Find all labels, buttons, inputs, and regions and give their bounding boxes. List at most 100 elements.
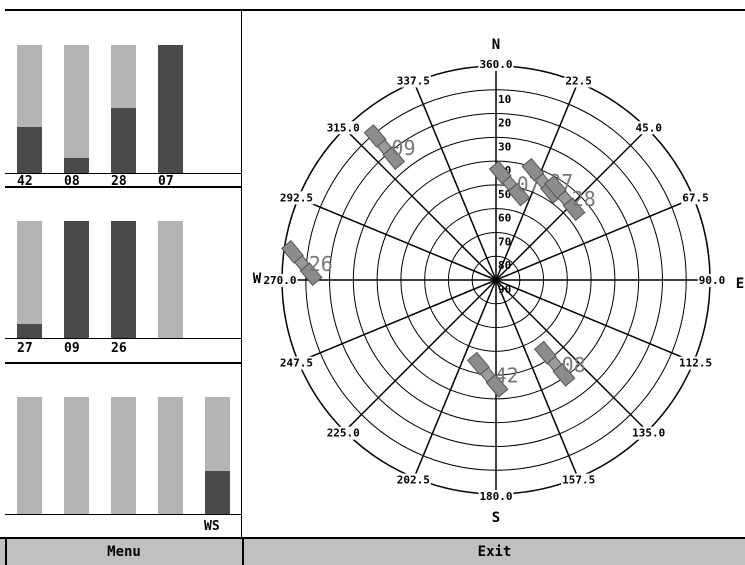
- elevation-label: 70: [498, 235, 511, 248]
- menu-button[interactable]: Menu: [5, 539, 241, 565]
- azimuth-label-bg: [561, 473, 597, 487]
- prn-label: 09: [64, 341, 80, 356]
- bar-background: [111, 397, 136, 514]
- azimuth-label-bg: [478, 58, 514, 71]
- exit-button[interactable]: Exit: [242, 539, 745, 565]
- azimuth-label: 337.5: [397, 74, 430, 87]
- baseline: [5, 514, 241, 515]
- azimuth-label: 157.5: [562, 474, 595, 487]
- signal-bar: [205, 397, 230, 514]
- bar-background: [64, 45, 89, 173]
- top-border: [5, 9, 745, 11]
- sky-labels: 360.0 22.5 45.0 67.5 90.0 112.5 135.0 157.5 180.…: [262, 58, 727, 503]
- azimuth-label-bg: [278, 356, 315, 370]
- satellite-prn-label: 28: [572, 187, 596, 211]
- azimuth-label-bg: [395, 473, 431, 487]
- satellite-prn-label: 42: [495, 364, 519, 388]
- elevation-label: 80: [498, 259, 511, 272]
- sky-grid: [281, 65, 711, 495]
- sky-plot: 360.0 22.5 45.0 67.5 90.0 112.5 135.0 157.5 180.…: [253, 37, 744, 526]
- azimuth-label: 292.5: [280, 191, 313, 204]
- azimuth-spoke: [495, 197, 694, 281]
- azimuth-spoke: [344, 279, 497, 432]
- north-label: N: [492, 37, 500, 53]
- bar-background: [64, 397, 89, 514]
- bar-background: [17, 221, 42, 338]
- signal-bar: [111, 221, 136, 338]
- signal-bar: [158, 397, 183, 514]
- signal-bars-1: [5, 45, 241, 173]
- azimuth-label: 202.5: [397, 474, 430, 487]
- panel-separator: [5, 186, 241, 188]
- bar-fill: [205, 471, 230, 514]
- bar-fill: [64, 158, 89, 173]
- azimuth-spoke: [413, 279, 497, 478]
- satellite-icon: [281, 240, 323, 286]
- signal-bar: [17, 221, 42, 338]
- satellite-icon: [466, 351, 509, 398]
- bar-background: [17, 397, 42, 514]
- signal-panel-2: 27 09 26: [5, 188, 241, 363]
- azimuth-label: 180.0: [479, 490, 512, 503]
- east-label: E: [736, 276, 744, 292]
- bar-fill: [111, 221, 136, 338]
- satellite-icon: [363, 124, 406, 170]
- azimuth-label-bg: [395, 74, 431, 88]
- signal-bar: [158, 221, 183, 338]
- ws-label: WS: [204, 519, 220, 534]
- azimuth-spoke: [495, 279, 648, 432]
- signal-bars-2: [5, 221, 241, 338]
- south-label: S: [492, 510, 500, 526]
- azimuth-label-bg: [631, 426, 667, 440]
- azimuth-label: 22.5: [565, 74, 592, 87]
- azimuth-label-bg: [262, 274, 298, 287]
- satellite-icon: [488, 160, 531, 207]
- azimuth-label-bg: [634, 121, 663, 135]
- bar-fill: [17, 127, 42, 173]
- signal-bar: [111, 45, 136, 173]
- azimuth-label-bg: [677, 356, 714, 370]
- azimuth-label: 225.0: [327, 427, 360, 440]
- signal-bar: [64, 45, 89, 173]
- azimuth-label: 315.0: [327, 121, 360, 134]
- azimuth-spoke: [344, 128, 497, 281]
- elevation-label: 60: [498, 212, 511, 225]
- signal-panel-1: 42 08 28 07: [5, 11, 241, 189]
- satellite-prn-label: 08: [562, 353, 586, 377]
- azimuth-label: 247.5: [280, 357, 313, 370]
- azimuth-label: 270.0: [263, 274, 296, 287]
- satellite-icon: [533, 340, 576, 387]
- signal-bar: [64, 397, 89, 514]
- west-label: W: [253, 271, 262, 287]
- elevation-label: 10: [498, 93, 511, 106]
- azimuth-spoke: [413, 82, 497, 281]
- satellite-prn-label: 26: [309, 252, 333, 276]
- satellite-prn-label: 09: [391, 136, 415, 160]
- azimuth-spoke: [298, 279, 497, 363]
- azimuth-label-bg: [325, 426, 361, 440]
- baseline: [5, 338, 241, 339]
- panel-separator: [5, 362, 241, 364]
- bottom-toolbar: Menu Exit: [0, 537, 745, 565]
- signal-bar: [64, 221, 89, 338]
- prn-label: 08: [64, 174, 80, 189]
- azimuth-spoke: [298, 197, 497, 281]
- prn-label: 42: [17, 174, 33, 189]
- elevation-label: 20: [498, 117, 511, 130]
- prn-label: 28: [111, 174, 127, 189]
- bar-fill: [64, 221, 89, 338]
- baseline: [5, 173, 241, 174]
- bar-fill: [158, 45, 183, 173]
- signal-panel-3: WS: [5, 364, 241, 537]
- prn-label: 07: [158, 174, 174, 189]
- elevation-label: 30: [498, 140, 511, 153]
- prn-label: 27: [17, 341, 33, 356]
- azimuth-label-bg: [697, 274, 727, 287]
- azimuth-label: 112.5: [679, 357, 712, 370]
- signal-bar: [17, 397, 42, 514]
- azimuth-label: 45.0: [635, 121, 662, 134]
- azimuth-label-bg: [564, 74, 593, 88]
- signal-bar: [111, 397, 136, 514]
